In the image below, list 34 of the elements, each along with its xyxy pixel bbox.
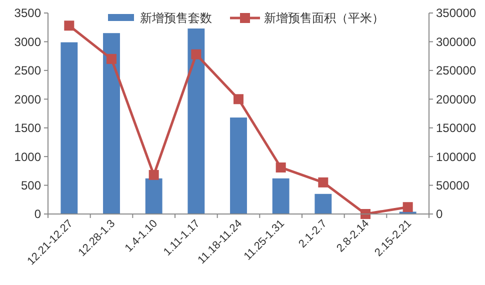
bar xyxy=(188,28,205,214)
y2-tick-label: 200000 xyxy=(436,92,476,106)
y-tick-label: 3500 xyxy=(14,6,42,20)
legend-label: 新增预售套数 xyxy=(140,11,212,26)
legend-label: 新增预售面积（平米） xyxy=(264,11,384,26)
y2-tick-label: 250000 xyxy=(436,64,476,78)
y-tick-label: 3000 xyxy=(14,34,42,49)
y2-tick-label: 350000 xyxy=(436,6,476,20)
y-tick-label: 500 xyxy=(20,178,42,192)
y-tick-label: 2000 xyxy=(14,92,42,106)
y2-tick-label: 0 xyxy=(436,207,443,222)
bar xyxy=(272,178,290,214)
bar xyxy=(103,33,120,214)
point xyxy=(148,170,159,180)
y2-tick-label: 300000 xyxy=(436,34,476,49)
bar xyxy=(314,194,332,214)
y-tick-label: 1000 xyxy=(14,150,42,164)
y2-tick-label: 100000 xyxy=(436,150,476,164)
y-tick-label: 0 xyxy=(34,207,42,222)
y-tick-label: 1500 xyxy=(14,121,42,136)
bar xyxy=(60,42,78,214)
bar xyxy=(145,178,162,214)
point xyxy=(234,94,244,104)
point xyxy=(64,20,74,31)
y2-tick-label: 50000 xyxy=(436,178,470,192)
point xyxy=(276,162,286,172)
y-tick-label: 2500 xyxy=(14,64,42,78)
point xyxy=(318,177,328,188)
point xyxy=(191,49,202,60)
point xyxy=(360,209,370,219)
point xyxy=(402,202,413,212)
bar xyxy=(230,118,247,214)
point xyxy=(106,54,116,64)
y2-tick-label: 150000 xyxy=(436,121,476,136)
